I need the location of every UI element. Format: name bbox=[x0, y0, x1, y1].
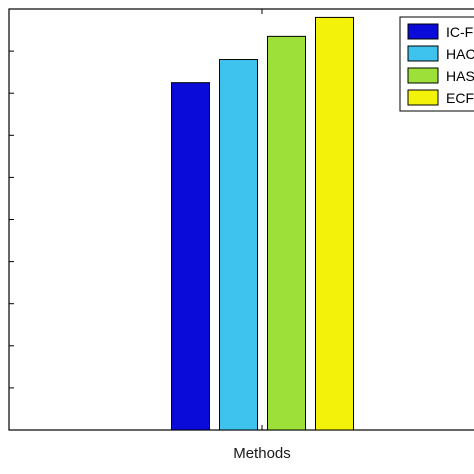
x-axis-label: Methods bbox=[233, 445, 291, 462]
bar-has bbox=[267, 35, 306, 431]
legend-swatch-has bbox=[407, 67, 439, 84]
legend-swatch-ecf bbox=[407, 89, 439, 106]
bar-group bbox=[171, 16, 354, 431]
legend-swatch-ic-f bbox=[407, 23, 439, 40]
bar-hac bbox=[219, 59, 258, 431]
legend-label-ecf: ECF bbox=[446, 90, 474, 106]
legend-label-hac: HAC bbox=[446, 46, 474, 62]
legend: IC-F HAC HAS ECF bbox=[399, 16, 474, 112]
bar-ic-f bbox=[171, 82, 210, 431]
legend-label-ic-f: IC-F bbox=[446, 24, 473, 40]
legend-label-has: HAS bbox=[446, 68, 474, 84]
bar-ecf bbox=[315, 16, 354, 431]
legend-swatch-hac bbox=[407, 45, 439, 62]
